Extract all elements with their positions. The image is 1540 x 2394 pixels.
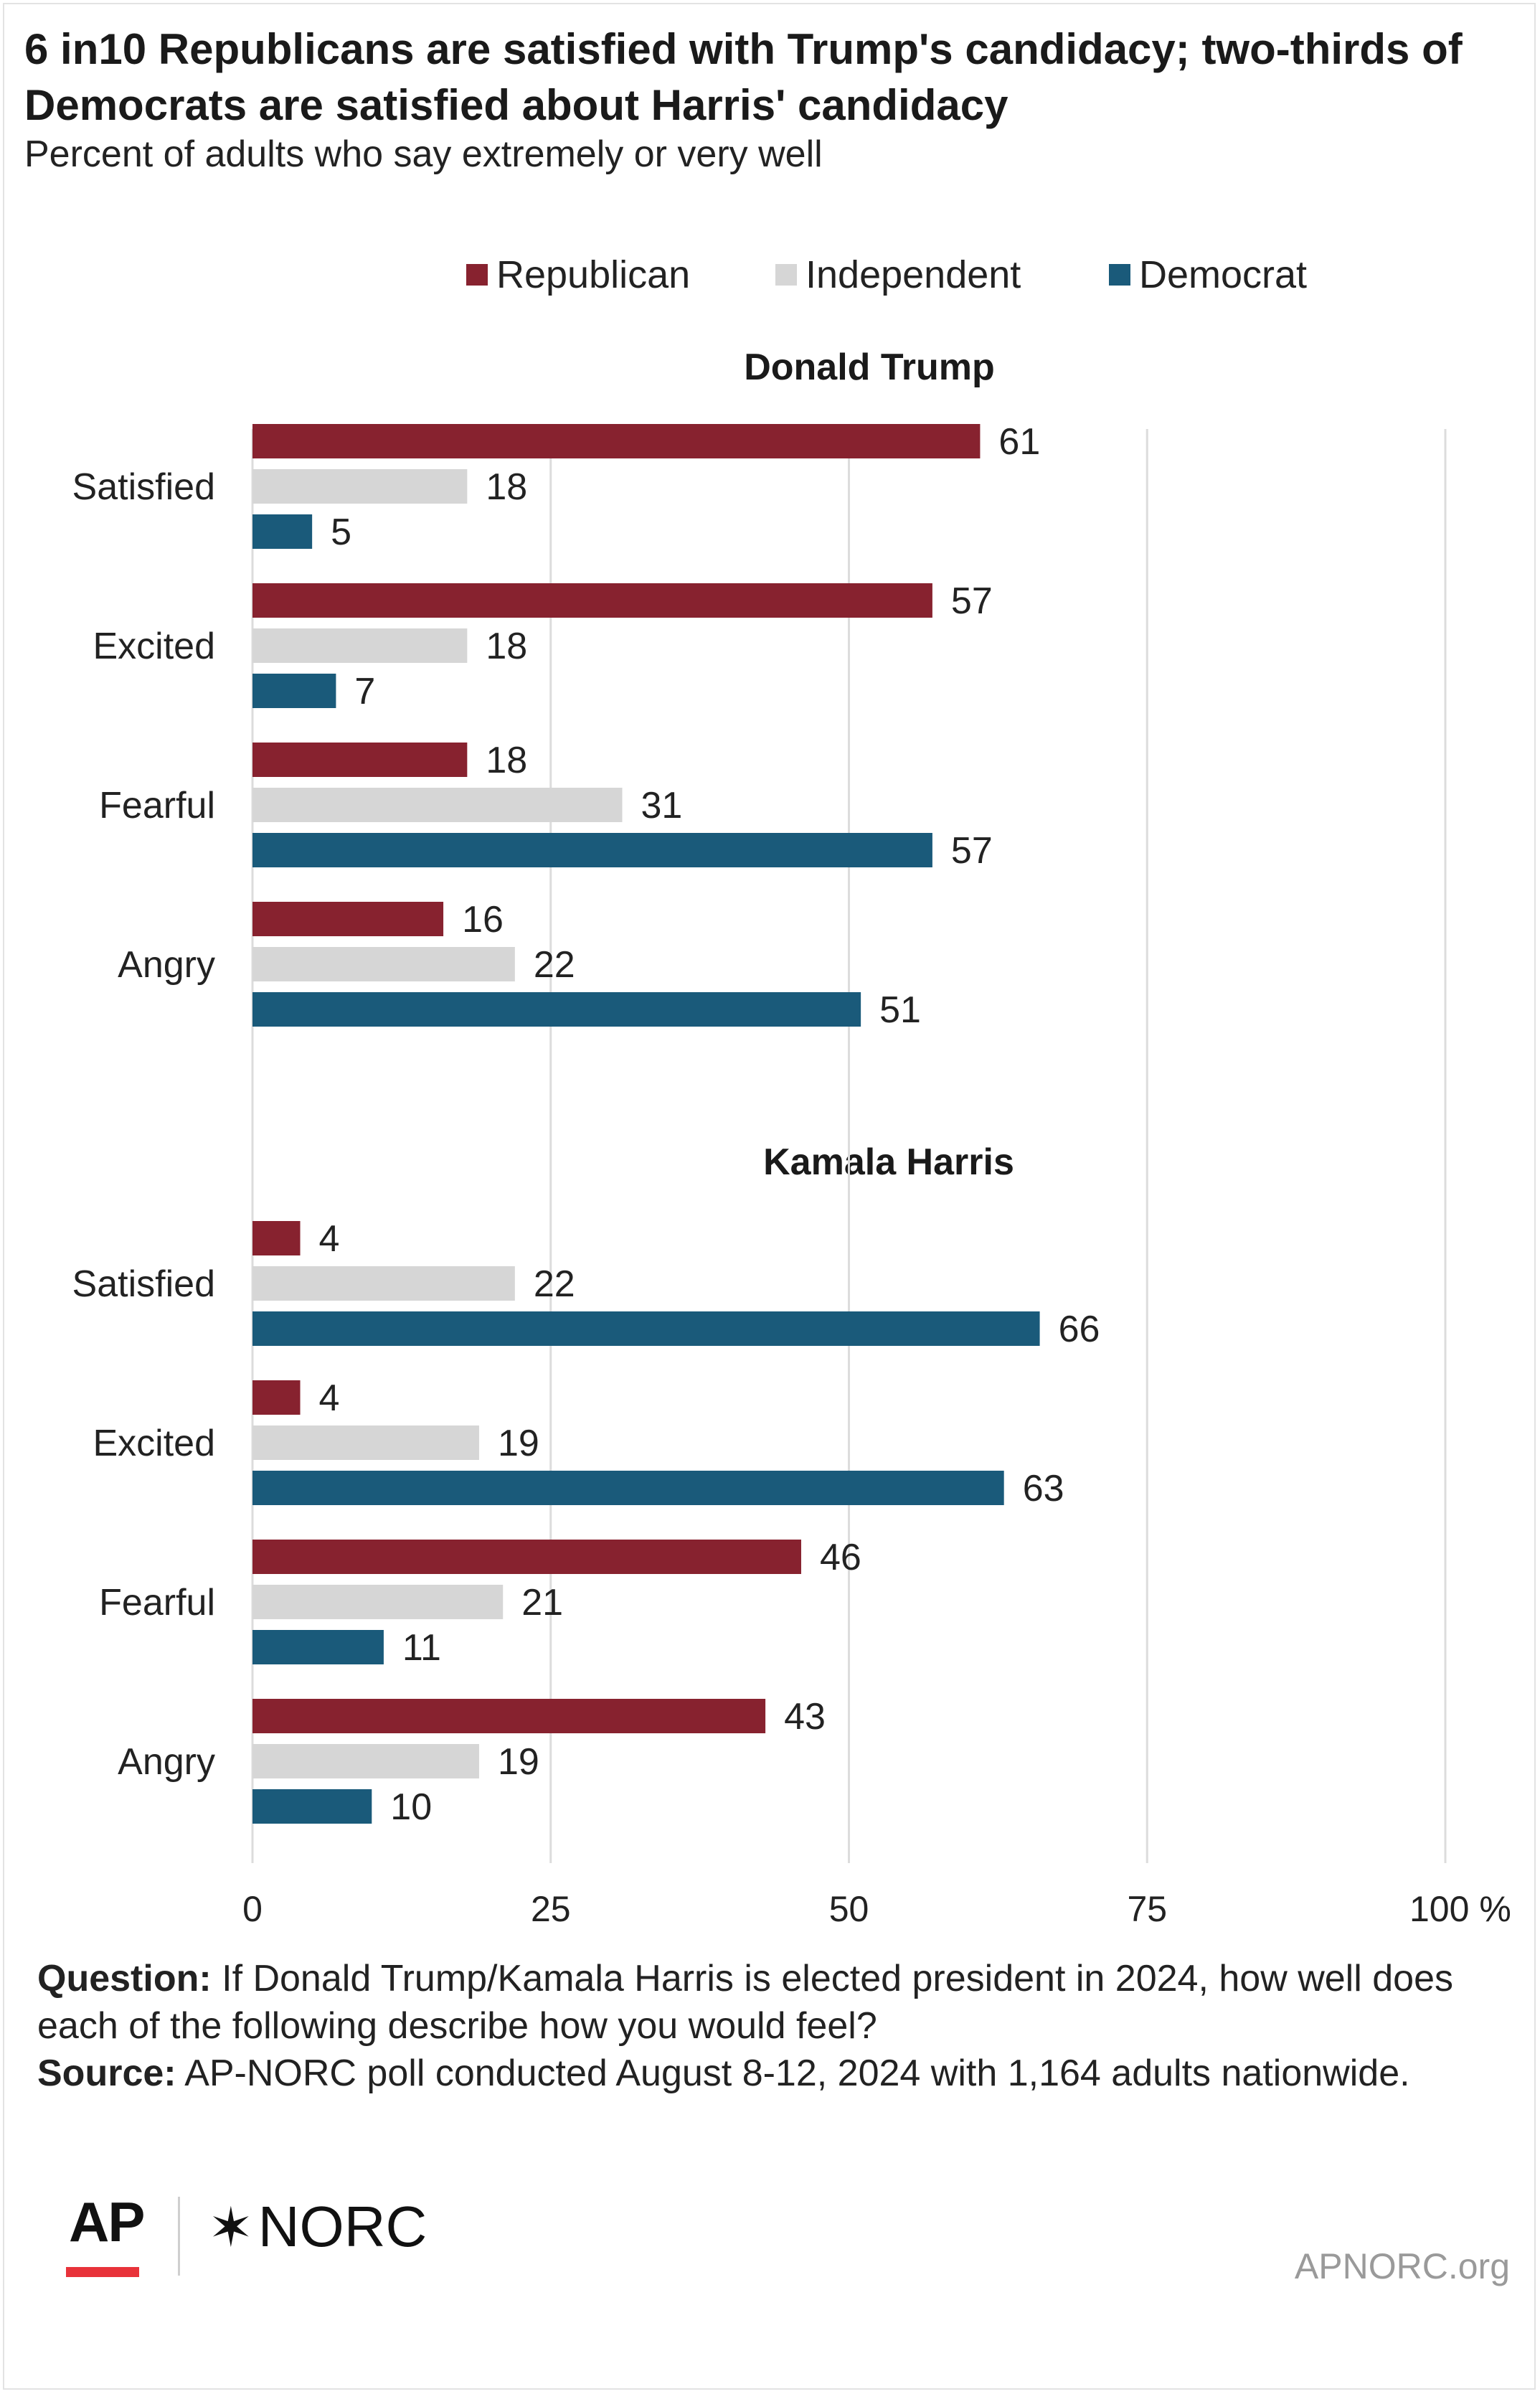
norc-logo: ✶ NORC [208, 2194, 427, 2260]
bar-republican [252, 424, 981, 458]
data-label: 19 [498, 1423, 539, 1464]
bar-democrat [252, 514, 313, 549]
question-text: If Donald Trump/Kamala Harris is elected… [37, 1958, 1453, 2047]
bar-democrat [252, 674, 336, 708]
bar-independent [252, 947, 515, 981]
norc-logo-text: NORC [258, 2195, 427, 2258]
legend-label-republican: Republican [496, 253, 691, 296]
bar-democrat [252, 833, 932, 867]
logo-divider [178, 2197, 180, 2276]
data-label: 16 [462, 899, 504, 941]
bar-independent [252, 1744, 479, 1778]
data-label: 31 [641, 785, 683, 826]
bar-independent [252, 469, 468, 504]
category-label: Satisfied [72, 1263, 215, 1305]
norc-star-icon: ✶ [208, 2197, 254, 2258]
chart-subtitle: Percent of adults who say extremely or v… [24, 133, 823, 175]
category-label: Excited [93, 1423, 215, 1464]
question-note: Question: If Donald Trump/Kamala Harris … [37, 1955, 1501, 2050]
panel-title-harris: Kamala Harris [763, 1141, 1014, 1183]
category-label: Angry [118, 1741, 215, 1783]
bar-republican [252, 1699, 766, 1733]
data-label: 43 [784, 1696, 826, 1738]
data-label: 61 [998, 421, 1040, 463]
legend: Republican Independent Democrat [0, 250, 1540, 300]
bar-democrat [252, 1311, 1040, 1346]
data-label: 4 [319, 1377, 340, 1419]
chart-notes: Question: If Donald Trump/Kamala Harris … [37, 1955, 1501, 2097]
data-label: 11 [402, 1627, 441, 1669]
data-label: 57 [951, 580, 993, 622]
data-label: 21 [521, 1582, 563, 1624]
data-label: 22 [534, 944, 575, 986]
chart-title: 6 in10 Republicans are satisfied with Tr… [24, 25, 1463, 129]
bar-independent [252, 1425, 479, 1460]
bar-republican [252, 902, 444, 936]
bar-republican [252, 1540, 801, 1574]
data-label: 51 [879, 989, 921, 1031]
x-tick-label: 0 [242, 1889, 263, 1929]
ap-logo: AP [69, 2190, 145, 2253]
data-label: 57 [951, 830, 993, 872]
x-tick-label: 100 % [1409, 1889, 1511, 1929]
chart-frame [3, 3, 1536, 2390]
bar-republican [252, 1380, 301, 1415]
bar-democrat [252, 992, 861, 1027]
data-label: 4 [319, 1218, 340, 1260]
data-label: 46 [820, 1537, 861, 1578]
data-label: 18 [486, 740, 527, 781]
source-text: AP-NORC poll conducted August 8-12, 2024… [176, 2053, 1410, 2094]
legend-swatch-democrat [1109, 264, 1130, 286]
bar-democrat [252, 1471, 1004, 1505]
legend-item-republican: Republican [466, 250, 690, 300]
bar-independent [252, 1266, 515, 1301]
question-label: Question: [37, 1958, 212, 1999]
bar-independent [252, 788, 623, 822]
bar-independent [252, 1585, 504, 1619]
bar-republican [252, 743, 468, 777]
ap-logo-underline [66, 2267, 139, 2277]
legend-label-independent: Independent [806, 253, 1021, 296]
legend-swatch-republican [466, 264, 488, 286]
data-label: 5 [331, 512, 351, 553]
data-label: 18 [486, 626, 527, 667]
site-url: APNORC.org [1294, 2246, 1510, 2286]
x-tick-label: 50 [829, 1889, 869, 1929]
panel-title-trump: Donald Trump [744, 347, 995, 388]
legend-item-independent: Independent [775, 250, 1021, 300]
bar-democrat [252, 1789, 372, 1824]
source-label: Source: [37, 2053, 176, 2094]
bar-republican [252, 1221, 301, 1255]
bar-republican [252, 583, 932, 618]
source-note: Source: AP-NORC poll conducted August 8-… [37, 2050, 1501, 2097]
data-label: 19 [498, 1741, 539, 1783]
legend-label-democrat: Democrat [1139, 253, 1308, 296]
legend-item-democrat: Democrat [1109, 250, 1307, 300]
bar-independent [252, 628, 468, 663]
data-label: 10 [390, 1786, 432, 1828]
category-label: Excited [93, 626, 215, 667]
data-label: 22 [534, 1263, 575, 1305]
data-label: 18 [486, 466, 527, 508]
category-label: Satisfied [72, 466, 215, 508]
data-label: 63 [1023, 1468, 1064, 1509]
bar-democrat [252, 1630, 384, 1664]
x-tick-label: 75 [1127, 1889, 1167, 1929]
data-label: 7 [354, 671, 375, 712]
category-label: Fearful [99, 1582, 215, 1624]
x-tick-label: 25 [531, 1889, 571, 1929]
legend-swatch-independent [775, 264, 797, 286]
category-label: Angry [118, 944, 215, 986]
category-label: Fearful [99, 785, 215, 826]
data-label: 66 [1059, 1309, 1100, 1350]
